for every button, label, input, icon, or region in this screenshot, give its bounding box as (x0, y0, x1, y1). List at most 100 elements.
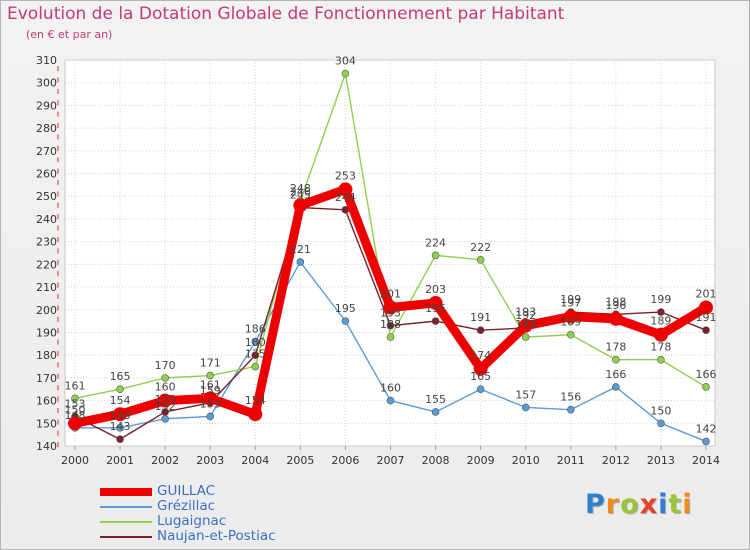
legend-swatch (100, 521, 152, 523)
data-point (476, 385, 485, 394)
data-label: 170 (155, 359, 176, 372)
data-label: 193 (515, 306, 536, 319)
data-point (161, 414, 169, 423)
x-tick-label: 2004 (241, 454, 269, 467)
data-label: 246 (290, 185, 311, 198)
data-point (653, 327, 668, 342)
data-point (566, 405, 575, 414)
data-label: 166 (605, 368, 626, 381)
data-point (113, 407, 128, 422)
data-label: 189 (560, 316, 581, 329)
legend-label: GUILLAC (157, 483, 216, 499)
data-label: 178 (605, 341, 626, 354)
data-label: 160 (380, 382, 401, 395)
legend-label: Lugaignac (157, 513, 227, 529)
logo-letter: P (585, 489, 606, 520)
data-point (68, 416, 82, 431)
x-tick-label: 2013 (647, 454, 675, 467)
data-label: 152 (155, 400, 176, 413)
data-label: 197 (560, 297, 581, 310)
data-label: 245 (290, 189, 311, 202)
y-tick-label: 160 (36, 395, 57, 408)
data-point (566, 330, 575, 339)
data-label: 166 (696, 368, 717, 381)
logo-letter: r (605, 489, 621, 520)
chart-subtitle: (en € et par an) (26, 28, 113, 41)
x-tick-label: 2006 (331, 454, 359, 467)
data-label: 195 (335, 302, 356, 315)
data-label: 161 (65, 379, 86, 392)
data-label: 148 (65, 409, 86, 422)
x-tick-label: 2003 (196, 454, 224, 467)
data-point (383, 300, 398, 315)
y-tick-label: 270 (36, 145, 57, 158)
data-point (386, 321, 395, 330)
y-tick-label: 190 (36, 326, 57, 339)
chart-title: Evolution de la Dotation Globale de Fonc… (7, 4, 565, 24)
data-point (657, 308, 665, 316)
data-label: 304 (335, 55, 356, 68)
x-tick-label: 2002 (151, 454, 179, 467)
data-label: 165 (110, 370, 131, 383)
logo-letter: i (658, 489, 669, 520)
series-guillac (68, 182, 713, 431)
data-label: 148 (110, 409, 131, 422)
y-tick-label: 250 (36, 190, 57, 203)
data-point (563, 309, 578, 324)
data-point (161, 408, 169, 416)
data-label: 178 (650, 341, 671, 354)
legend-swatch (100, 488, 152, 496)
y-tick-label: 170 (36, 372, 57, 385)
data-label: 154 (110, 394, 131, 407)
data-label: 191 (470, 311, 491, 324)
y-tick-label: 220 (36, 258, 57, 271)
data-point (203, 391, 218, 406)
y-tick-label: 140 (36, 440, 57, 453)
data-label: 195 (425, 302, 446, 315)
logo-letter: i (682, 489, 693, 520)
data-label: 174 (470, 349, 491, 362)
data-point (518, 318, 533, 333)
y-tick-label: 230 (36, 236, 57, 249)
y-tick-label: 200 (36, 304, 57, 317)
data-point (296, 258, 305, 266)
data-label: 175 (245, 348, 266, 361)
data-label: 222 (470, 241, 491, 254)
data-label: 199 (650, 293, 671, 306)
x-tick-label: 2010 (512, 454, 540, 467)
y-tick-label: 210 (36, 281, 57, 294)
data-label: 188 (515, 318, 536, 331)
x-tick-label: 2012 (602, 454, 630, 467)
data-label: 248 (290, 182, 311, 195)
data-label: 155 (155, 393, 176, 406)
data-point (473, 361, 488, 376)
data-label: 224 (425, 236, 446, 249)
data-point (702, 383, 710, 391)
x-tick-label: 2001 (106, 454, 134, 467)
y-tick-label: 280 (36, 122, 57, 135)
data-label: 201 (696, 287, 717, 300)
logo-letter: t (668, 489, 683, 520)
data-point (293, 198, 308, 213)
data-label: 157 (515, 388, 536, 401)
y-tick-label: 300 (36, 77, 57, 90)
data-label: 199 (560, 293, 581, 306)
data-point (248, 407, 263, 422)
data-label: 201 (380, 287, 401, 300)
data-point (657, 355, 665, 364)
data-point (428, 295, 443, 310)
data-point (612, 383, 620, 391)
data-label: 171 (200, 357, 221, 370)
legend-swatch (100, 536, 152, 538)
data-point (386, 333, 395, 341)
data-label: 188 (380, 318, 401, 331)
data-point (251, 362, 260, 371)
y-tick-label: 260 (36, 168, 57, 181)
data-label: 153 (200, 397, 221, 410)
data-point (431, 408, 440, 416)
data-label: 165 (470, 370, 491, 383)
data-point (116, 435, 124, 443)
data-point (521, 333, 530, 341)
data-label: 253 (335, 169, 356, 182)
data-point (71, 394, 79, 403)
